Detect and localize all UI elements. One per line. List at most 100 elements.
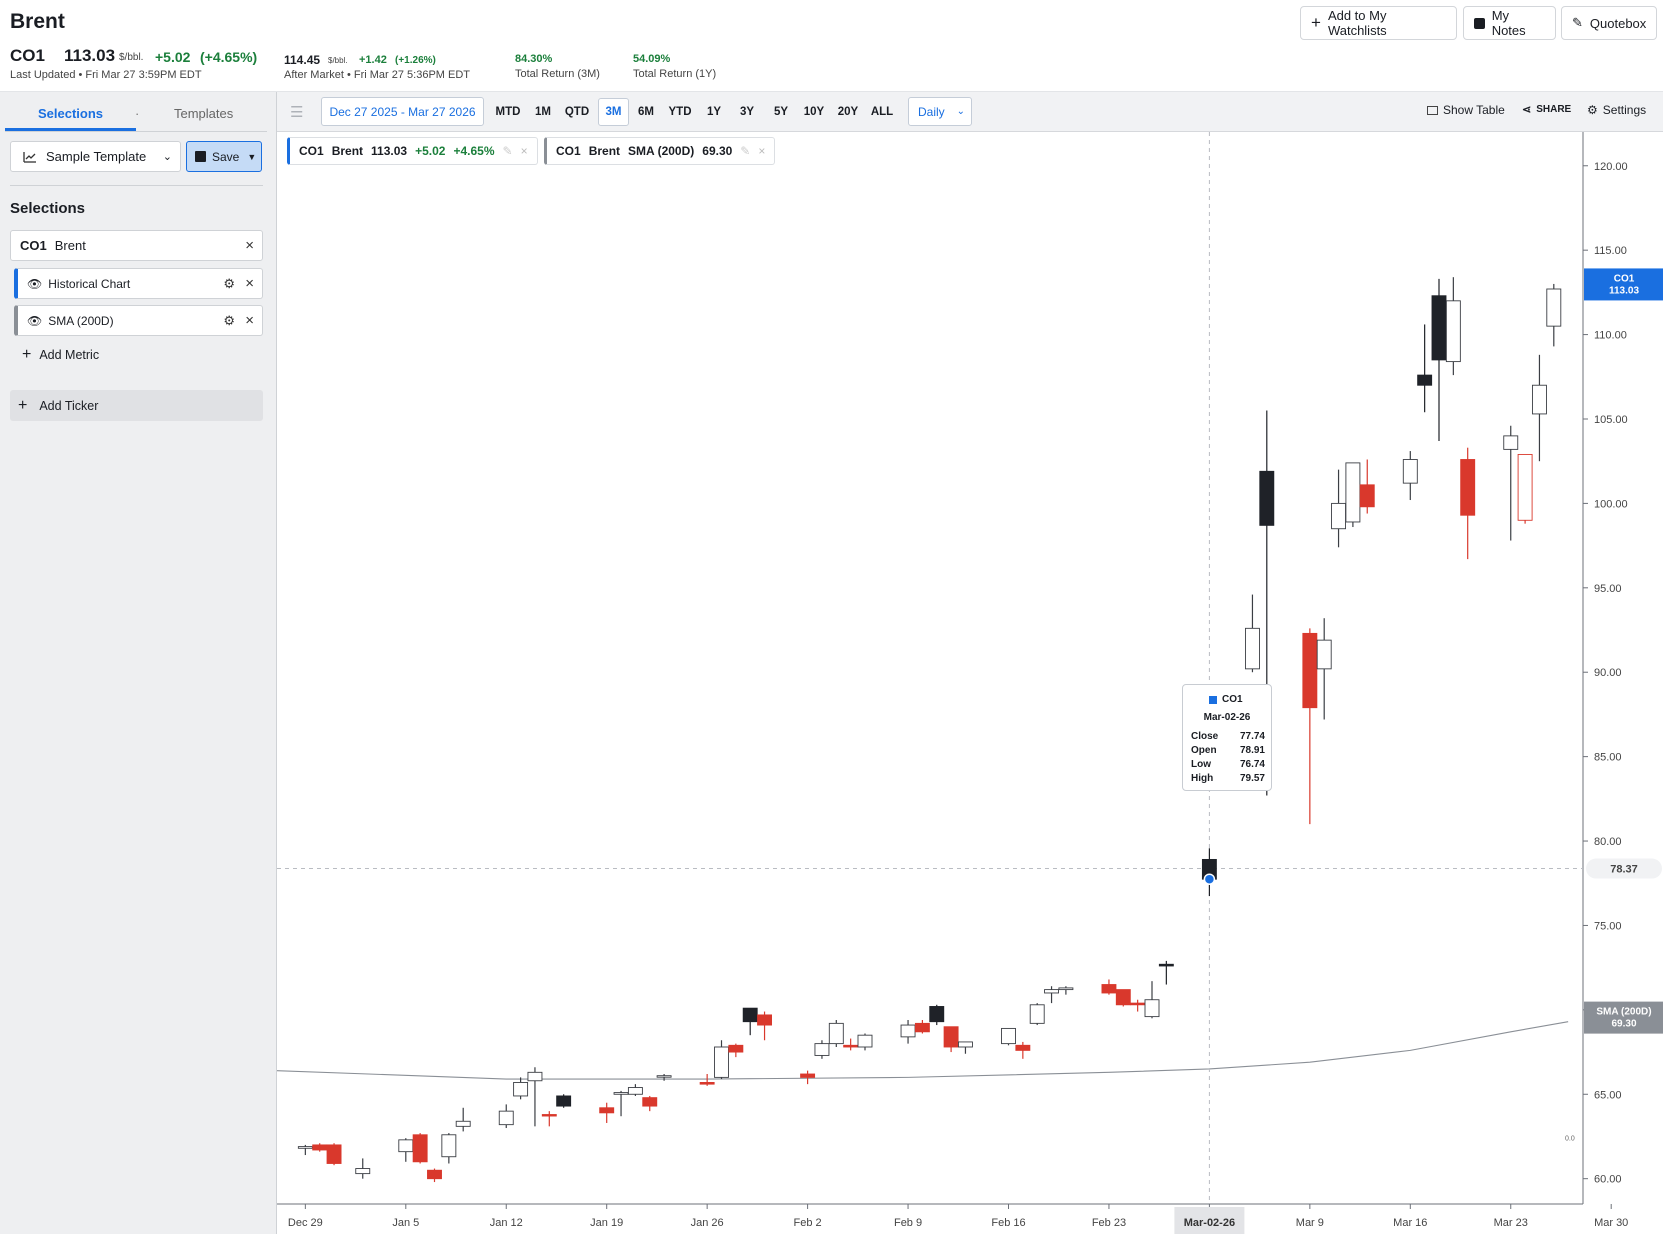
ticker-row[interactable]: CO1 Brent × <box>10 230 263 261</box>
candle-body <box>398 1139 414 1153</box>
candle-body <box>1316 639 1332 670</box>
candle <box>556 1094 572 1108</box>
gear-icon[interactable]: ⚙ <box>223 275 235 291</box>
range-ytd[interactable]: YTD <box>668 106 692 118</box>
candle-body <box>326 1144 342 1164</box>
candle <box>1331 469 1347 548</box>
candle-body <box>1144 999 1160 1018</box>
candle <box>800 1070 816 1085</box>
candle-body <box>556 1095 572 1107</box>
candle <box>312 1143 328 1152</box>
x-tick-label: Dec 29 <box>288 1217 323 1229</box>
candle <box>828 1019 844 1047</box>
return-1y-label: Total Return (1Y) <box>633 68 717 80</box>
candle <box>814 1040 830 1059</box>
candle <box>1345 462 1361 528</box>
tooltip-key: Close <box>1191 731 1219 742</box>
range-20y[interactable]: 20Y <box>837 106 859 118</box>
tab-selections[interactable]: Selections <box>38 106 104 121</box>
collapse-sidebar-icon[interactable]: ☰ <box>290 104 304 121</box>
metric-row-historical-chart[interactable]: 👁 Historical Chart ⚙ × <box>14 268 263 299</box>
candle <box>857 1033 873 1051</box>
candle <box>742 1007 758 1036</box>
plus-icon: + <box>18 396 28 414</box>
candle-body <box>814 1043 830 1056</box>
legend-value: 113.03 <box>371 144 408 158</box>
metric-label: SMA (200D) <box>48 313 114 328</box>
tab-templates[interactable]: Templates <box>174 106 234 121</box>
candle <box>699 1074 715 1086</box>
candle-body <box>1302 632 1318 709</box>
candle-body <box>699 1082 715 1085</box>
close-icon[interactable]: × <box>245 275 254 292</box>
close-icon[interactable]: × <box>245 237 254 254</box>
my-notes-button[interactable]: My Notes <box>1463 6 1556 40</box>
show-table-button[interactable]: Show Table <box>1427 103 1505 117</box>
save-button[interactable]: Save ▼ <box>186 141 262 172</box>
range-3y[interactable]: 3Y <box>739 106 755 118</box>
my-notes-label: My Notes <box>1491 8 1526 38</box>
candle-body <box>297 1146 313 1149</box>
note-icon <box>1474 17 1485 29</box>
candle <box>513 1077 529 1100</box>
candle <box>1201 848 1217 897</box>
template-select[interactable]: Sample Template ⌄ <box>10 141 181 172</box>
range-5y[interactable]: 5Y <box>773 106 789 118</box>
floppy-disk-icon <box>195 151 206 162</box>
quotebox-button[interactable]: ✎ Quotebox <box>1561 6 1657 40</box>
after-market-label: After Market • Fri Mar 27 5:36PM EDT <box>284 69 471 81</box>
tab-divider <box>5 131 267 132</box>
range-1y[interactable]: 1Y <box>706 106 722 118</box>
candle-body <box>1245 627 1260 670</box>
pen-icon[interactable]: ✎ <box>740 144 751 158</box>
eye-icon[interactable]: 👁 <box>27 276 43 291</box>
y-tick-label: 75.00 <box>1594 920 1622 932</box>
range-all[interactable]: ALL <box>870 106 894 118</box>
add-ticker-button[interactable]: + Add Ticker <box>10 390 263 421</box>
close-icon[interactable]: × <box>245 312 254 329</box>
y-tick-label: 85.00 <box>1594 752 1622 764</box>
date-range-picker[interactable]: Dec 27 2025 - Mar 27 2026 <box>321 97 484 126</box>
candle-body <box>312 1144 328 1151</box>
candle-body <box>627 1087 643 1095</box>
interval-select[interactable]: Daily ⌄ <box>908 97 972 126</box>
chart-tooltip: CO1 Mar-02-26 Close 77.74 Open 78.91 Low 76… <box>1182 684 1272 791</box>
price-chart[interactable]: 60.0065.0070.0075.0080.0085.0090.0095.00… <box>277 132 1663 1234</box>
candle-body <box>1417 374 1433 386</box>
page-title: Brent <box>10 10 65 33</box>
range-1m[interactable]: 1M <box>535 106 551 118</box>
candle-body <box>1015 1044 1031 1051</box>
pen-icon[interactable]: ✎ <box>502 144 513 158</box>
last-price-label-bg <box>1584 268 1663 301</box>
gear-icon[interactable]: ⚙ <box>223 312 235 328</box>
range-6m[interactable]: 6M <box>638 106 654 118</box>
candle-body <box>828 1022 844 1045</box>
candle-body <box>857 1034 873 1048</box>
candle <box>1130 999 1146 1012</box>
y-tick-label: 95.00 <box>1594 583 1622 595</box>
range-qtd[interactable]: QTD <box>564 106 590 118</box>
quote-unit: $/bbl. <box>119 52 144 63</box>
candle-body <box>900 1024 916 1038</box>
eye-icon[interactable]: 👁 <box>27 313 43 328</box>
legend-sma[interactable]: CO1 Brent SMA (200D) 69.30 ✎ × <box>544 137 776 165</box>
save-label: Save <box>212 149 240 164</box>
settings-button[interactable]: ⚙ Settings <box>1587 103 1646 117</box>
add-to-watchlists-button[interactable]: + Add to My Watchlists <box>1300 6 1457 40</box>
candle <box>1546 283 1562 347</box>
range-mtd[interactable]: MTD <box>495 106 521 118</box>
share-button[interactable]: ⋖ SHARE <box>1522 103 1571 116</box>
quote-change-pct: (+4.65%) <box>200 49 258 65</box>
candle-body <box>498 1110 514 1126</box>
candle <box>642 1095 658 1112</box>
legend-co1[interactable]: CO1 Brent 113.03 +5.02 +4.65% ✎ × <box>287 137 538 165</box>
close-icon[interactable]: × <box>758 144 766 158</box>
add-metric-button[interactable]: + Add Metric <box>22 346 99 364</box>
close-icon[interactable]: × <box>520 144 528 158</box>
range-10y[interactable]: 10Y <box>803 106 825 118</box>
range-3m[interactable]: 3M <box>598 98 629 126</box>
x-tick-label: Jan 5 <box>392 1217 419 1229</box>
candle-body <box>1331 502 1347 530</box>
metric-row-sma[interactable]: 👁 SMA (200D) ⚙ × <box>14 305 263 336</box>
candle <box>943 1026 959 1053</box>
